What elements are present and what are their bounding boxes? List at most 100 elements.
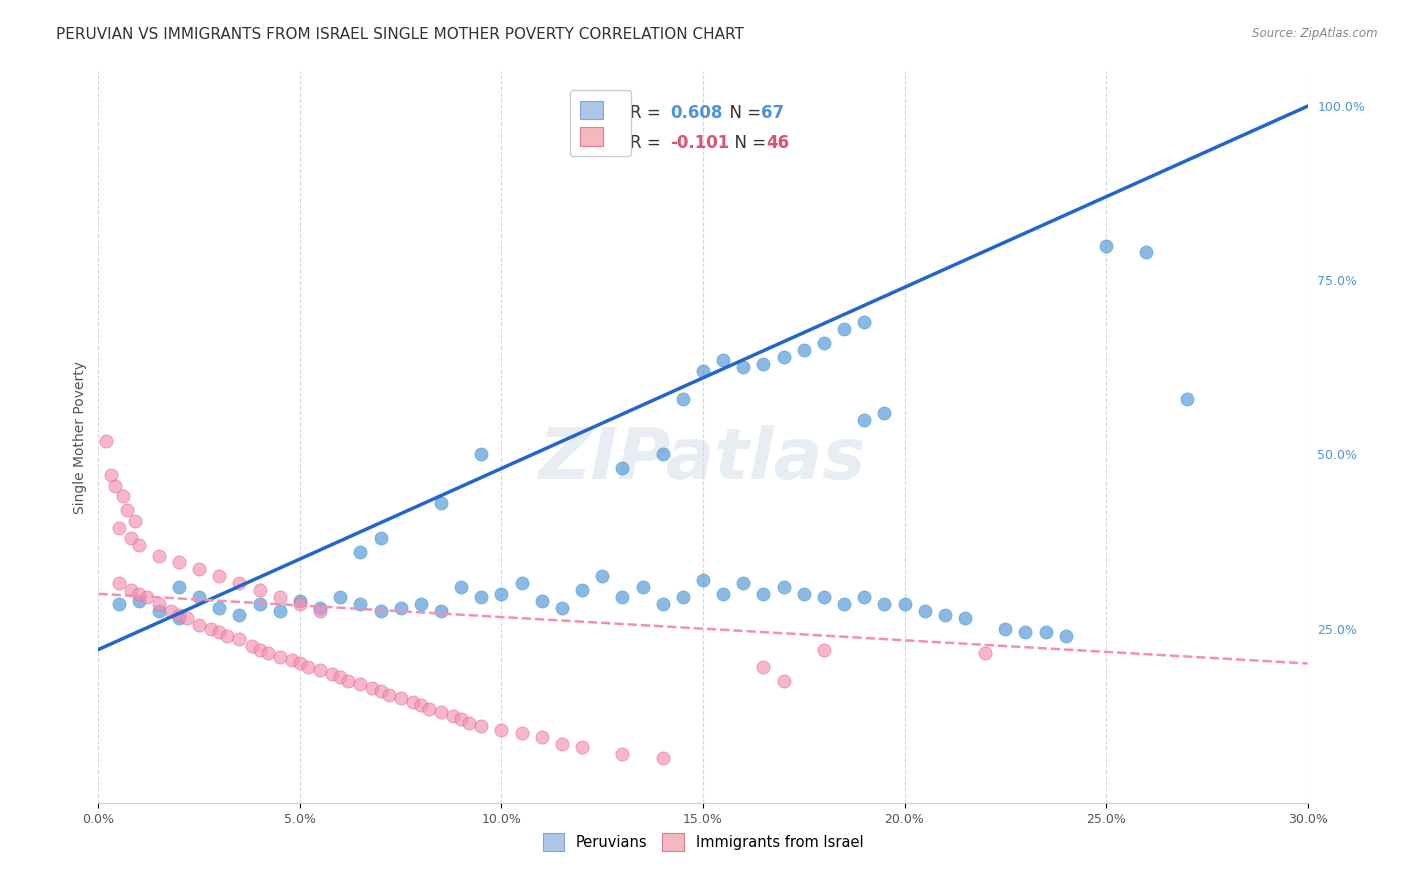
- Point: [893, 597, 915, 611]
- Point: [733, 360, 755, 375]
- Point: [591, 569, 613, 583]
- Point: [692, 573, 714, 587]
- Text: R =: R =: [630, 104, 666, 122]
- Point: [249, 583, 271, 598]
- Point: [208, 600, 231, 615]
- Point: [1054, 629, 1077, 643]
- Point: [772, 580, 794, 594]
- Point: [470, 591, 492, 605]
- Point: [571, 740, 593, 755]
- Point: [651, 750, 673, 764]
- Point: [228, 632, 250, 646]
- Point: [370, 531, 392, 545]
- Point: [1095, 238, 1118, 252]
- Point: [631, 580, 654, 594]
- Point: [337, 673, 360, 688]
- Point: [491, 723, 513, 737]
- Point: [249, 597, 271, 611]
- Point: [128, 538, 150, 552]
- Legend: Peruvians, Immigrants from Israel: Peruvians, Immigrants from Israel: [533, 823, 873, 862]
- Point: [135, 591, 157, 605]
- Point: [288, 597, 311, 611]
- Point: [530, 730, 553, 744]
- Point: [409, 698, 432, 713]
- Point: [470, 448, 492, 462]
- Point: [994, 622, 1017, 636]
- Point: [832, 322, 855, 336]
- Point: [103, 479, 125, 493]
- Point: [107, 576, 129, 591]
- Point: [249, 642, 271, 657]
- Point: [711, 353, 734, 368]
- Point: [752, 587, 775, 601]
- Point: [853, 591, 876, 605]
- Point: [329, 670, 352, 684]
- Point: [491, 587, 513, 601]
- Point: [1175, 392, 1198, 406]
- Point: [269, 591, 291, 605]
- Point: [288, 657, 311, 671]
- Text: PERUVIAN VS IMMIGRANTS FROM ISRAEL SINGLE MOTHER POVERTY CORRELATION CHART: PERUVIAN VS IMMIGRANTS FROM ISRAEL SINGL…: [56, 27, 744, 42]
- Point: [208, 569, 231, 583]
- Text: ZIPatlas: ZIPatlas: [540, 425, 866, 493]
- Point: [793, 343, 815, 357]
- Point: [752, 357, 775, 371]
- Point: [148, 604, 170, 618]
- Point: [458, 715, 481, 730]
- Point: [329, 591, 352, 605]
- Point: [309, 604, 332, 618]
- Point: [281, 653, 304, 667]
- Point: [148, 549, 170, 563]
- Text: -0.101: -0.101: [671, 134, 730, 152]
- Point: [188, 562, 211, 576]
- Point: [402, 695, 425, 709]
- Point: [96, 434, 118, 448]
- Point: [389, 691, 412, 706]
- Point: [1035, 625, 1057, 640]
- Point: [651, 597, 673, 611]
- Text: N =: N =: [724, 134, 770, 152]
- Point: [409, 597, 432, 611]
- Point: [297, 660, 319, 674]
- Text: R =: R =: [630, 134, 666, 152]
- Point: [349, 677, 371, 691]
- Point: [217, 629, 239, 643]
- Point: [853, 412, 876, 426]
- Point: [100, 468, 122, 483]
- Point: [309, 600, 332, 615]
- Point: [450, 712, 472, 726]
- Point: [167, 556, 190, 570]
- Point: [672, 392, 695, 406]
- Point: [430, 604, 453, 618]
- Point: [349, 545, 371, 559]
- Point: [361, 681, 384, 695]
- Point: [430, 496, 453, 510]
- Point: [167, 580, 190, 594]
- Point: [418, 702, 440, 716]
- Point: [200, 622, 222, 636]
- Point: [772, 673, 794, 688]
- Point: [148, 597, 170, 611]
- Point: [288, 594, 311, 608]
- Point: [813, 642, 835, 657]
- Point: [752, 660, 775, 674]
- Point: [914, 604, 936, 618]
- Point: [530, 594, 553, 608]
- Point: [873, 597, 896, 611]
- Point: [228, 576, 250, 591]
- Point: [176, 611, 198, 625]
- Y-axis label: Single Mother Poverty: Single Mother Poverty: [73, 360, 87, 514]
- Point: [167, 611, 190, 625]
- Point: [450, 580, 472, 594]
- Text: Source: ZipAtlas.com: Source: ZipAtlas.com: [1253, 27, 1378, 40]
- Text: N =: N =: [718, 104, 766, 122]
- Point: [188, 591, 211, 605]
- Point: [1357, 137, 1379, 152]
- Point: [551, 600, 574, 615]
- Point: [389, 600, 412, 615]
- Point: [612, 461, 634, 475]
- Point: [321, 667, 343, 681]
- Point: [107, 597, 129, 611]
- Point: [167, 607, 190, 622]
- Point: [813, 336, 835, 351]
